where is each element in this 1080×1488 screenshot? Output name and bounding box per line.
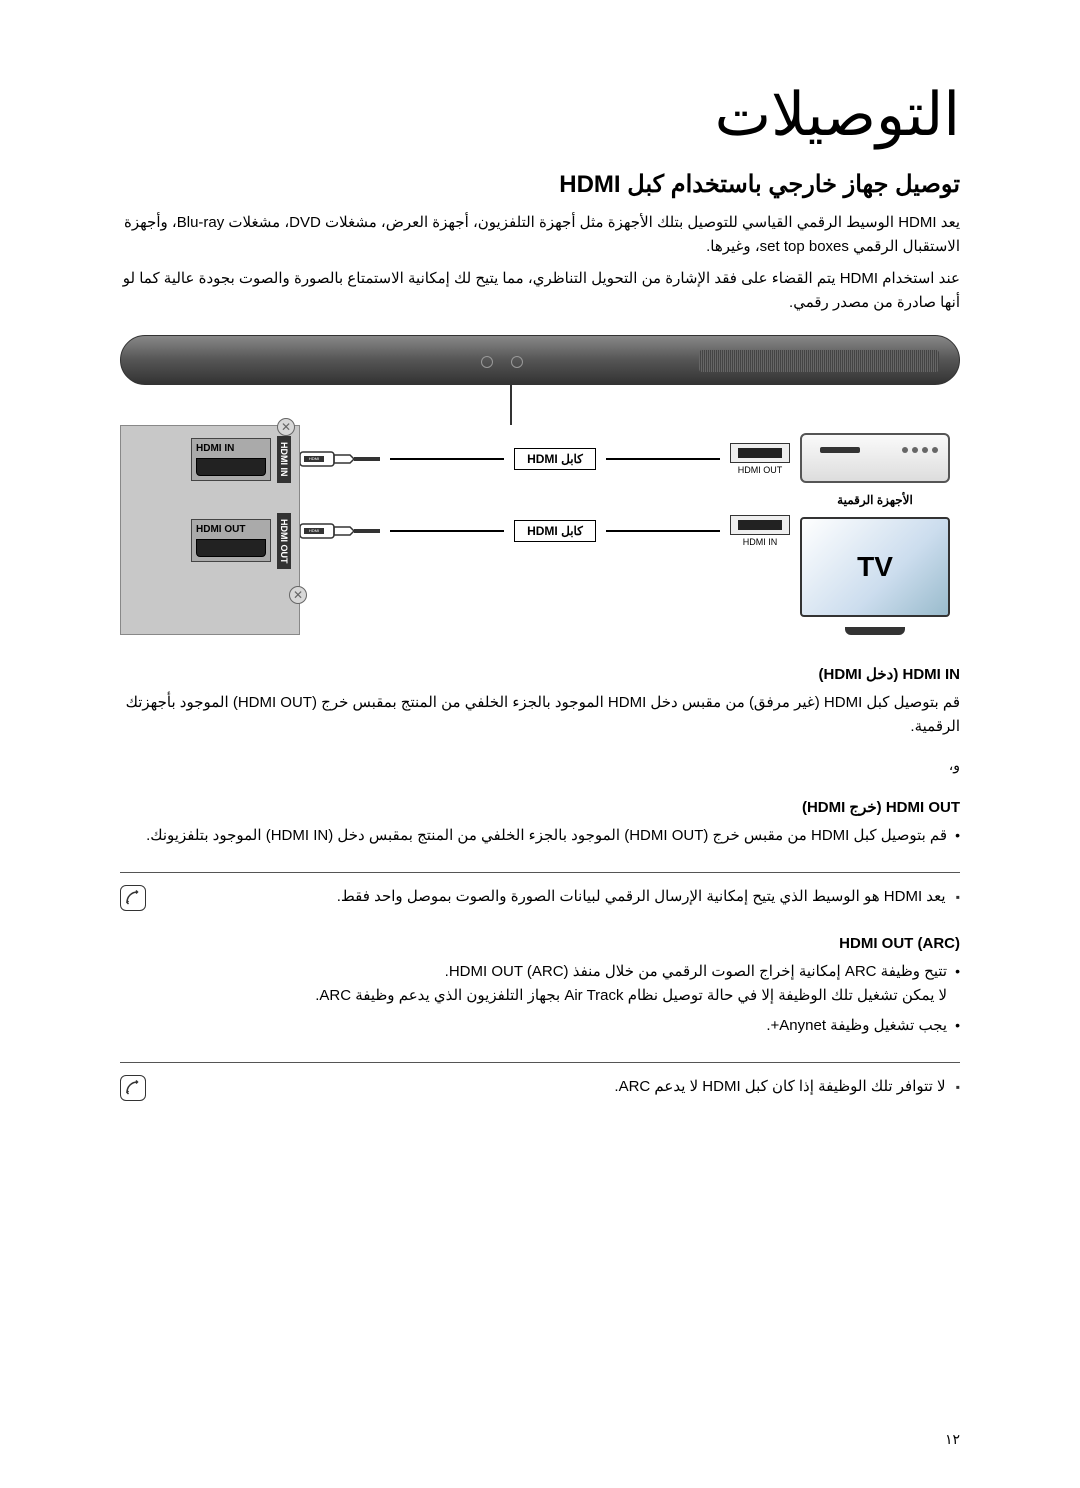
intro-paragraph-2: عند استخدام HDMI يتم القضاء على فقد الإش…	[120, 267, 960, 315]
hdmi-in-heading: HDMI IN (دخل HDMI)	[120, 665, 960, 683]
hdmi-plug-icon: HDMI	[300, 444, 380, 474]
soundbar-illustration	[120, 335, 960, 385]
divider	[120, 1062, 960, 1063]
page-number: ١٢	[945, 1431, 960, 1448]
connector-and: و،	[120, 757, 960, 774]
soundbar-grille	[699, 350, 939, 372]
hdmi-out-title: HDMI OUT	[196, 524, 266, 535]
tv-stand	[845, 627, 905, 635]
note-2-text: لا تتوافر تلك الوظيفة إذا كان كبل HDMI ل…	[614, 1078, 945, 1095]
connection-diagram: ✕ ✕ HDMI IN HDMI IN HDMI OUT HDMI OUT	[120, 335, 960, 635]
cable-label-2: كابل HDMI	[514, 520, 596, 542]
section-subtitle: توصيل جهاز خارجي باستخدام كبل HDMI	[120, 170, 960, 199]
arc-bullet-2: يجب تشغيل وظيفة Anynet+.	[120, 1014, 947, 1038]
bullet-marker: •	[955, 824, 960, 846]
tv-illustration: TV	[800, 517, 950, 617]
note-icon	[120, 1075, 146, 1101]
cable-row-2: HDMI كابل HDMI HDMI IN	[300, 515, 790, 547]
device-back-panel: ✕ ✕ HDMI IN HDMI IN HDMI OUT HDMI OUT	[120, 425, 300, 635]
note-bullet-marker: ▪	[956, 1080, 960, 1094]
external-device-label: الأجهزة الرقمية	[837, 493, 913, 507]
hdmi-plug-icon: HDMI	[300, 516, 380, 546]
intro-paragraph-1: يعد HDMI الوسيط الرقمي القياسي للتوصيل ب…	[120, 211, 960, 259]
note-row-2: ▪ لا تتوافر تلك الوظيفة إذا كان كبل HDMI…	[120, 1075, 960, 1101]
page-title: التوصيلات	[120, 80, 960, 150]
divider	[120, 872, 960, 873]
bullet-marker: •	[955, 960, 960, 982]
hdmi-in-port	[196, 458, 266, 476]
hdmi-out-heading: HDMI OUT (خرج HDMI)	[120, 798, 960, 816]
note-bullet-marker: ▪	[956, 890, 960, 904]
cable-drop	[120, 385, 960, 425]
cable-label-1: كابل HDMI	[514, 448, 596, 470]
arc-bullet-1b: لا يمكن تشغيل تلك الوظيفة إلا في حالة تو…	[315, 987, 947, 1004]
tv-hdmi-in-label: HDMI IN	[730, 537, 790, 547]
arc-bullet-1: تتيح وظيفة ARC إمكانية إخراج الصوت الرقم…	[445, 963, 947, 980]
note-1-text: يعد HDMI هو الوسيط الذي يتيح إمكانية الإ…	[337, 888, 946, 905]
external-hdmi-out-label: HDMI OUT	[730, 465, 790, 475]
external-hdmi-out-port	[730, 443, 790, 463]
hdmi-out-side-label: HDMI OUT	[277, 513, 291, 570]
hdmi-out-port-group: HDMI OUT HDMI OUT	[129, 513, 291, 570]
hdmi-in-side-label: HDMI IN	[277, 436, 291, 483]
hdmi-out-bullet-1: قم بتوصيل كبل HDMI من مقبس خرج (HDMI OUT…	[120, 824, 947, 848]
bullet-marker: •	[955, 1014, 960, 1036]
hdmi-out-port	[196, 539, 266, 557]
cable-row-1: HDMI كابل HDMI HDMI OUT	[300, 443, 790, 475]
tv-hdmi-in-port	[730, 515, 790, 535]
svg-text:HDMI: HDMI	[309, 456, 319, 461]
note-row-1: ▪ يعد HDMI هو الوسيط الذي يتيح إمكانية ا…	[120, 885, 960, 911]
hdmi-in-port-group: HDMI IN HDMI IN	[129, 436, 291, 483]
hdmi-in-title: HDMI IN	[196, 443, 266, 454]
note-icon	[120, 885, 146, 911]
arc-heading: (ARC) HDMI OUT	[120, 935, 960, 952]
screw-icon: ✕	[277, 418, 295, 436]
hdmi-in-text: قم بتوصيل كبل HDMI (غير مرفق) من مقبس دخ…	[120, 691, 960, 739]
tv-screen-text: TV	[857, 551, 893, 583]
screw-icon: ✕	[289, 586, 307, 604]
svg-text:HDMI: HDMI	[309, 528, 319, 533]
external-device-illustration	[800, 433, 950, 483]
